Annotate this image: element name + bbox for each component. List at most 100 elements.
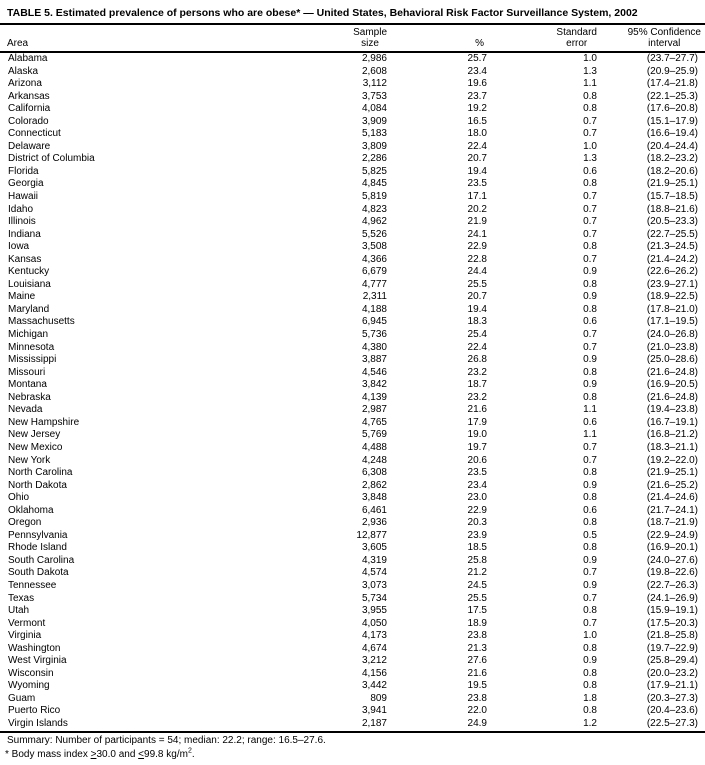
- cell-sample: 5,825: [361, 165, 387, 177]
- cell-pct: 18.3: [467, 316, 487, 328]
- table-row: Utah 3,955 17.5 0.8 (15.9–19.1): [0, 605, 705, 618]
- cell-ci: (21.9–25.1): [646, 178, 698, 190]
- cell-se: 1.0: [583, 53, 597, 64]
- cell-sample: 5,819: [361, 191, 387, 203]
- table-row: Illinois 4,962 21.9 0.7 (20.5–23.3): [0, 216, 705, 229]
- cell-ci: (22.6–26.2): [646, 266, 698, 278]
- cell-sample: 4,248: [361, 454, 387, 466]
- header-line: Sample: [353, 27, 387, 38]
- table-row: Iowa 3,508 22.9 0.8 (21.3–24.5): [0, 241, 705, 254]
- cell-pct: 23.4: [467, 479, 487, 491]
- cell-se: 0.6: [583, 504, 597, 516]
- cell-se: 1.1: [583, 404, 597, 416]
- cell-area: Oregon: [8, 517, 42, 529]
- cell-area: Rhode Island: [8, 542, 67, 554]
- cell-pct: 20.7: [467, 153, 487, 165]
- gte-symbol: >: [90, 749, 97, 761]
- table-row: Ohio 3,848 23.0 0.8 (21.4–24.6): [0, 492, 705, 505]
- cell-area: North Dakota: [8, 479, 67, 491]
- cell-pct: 18.9: [467, 617, 487, 629]
- cell-sample: 4,574: [361, 567, 387, 579]
- cell-pct: 20.6: [467, 454, 487, 466]
- summary-line: Summary: Number of participants = 54; me…: [7, 734, 326, 746]
- cell-se: 0.7: [583, 191, 597, 203]
- cell-se: 0.8: [583, 366, 597, 378]
- cell-se: 0.8: [583, 705, 597, 717]
- cell-se: 0.6: [583, 416, 597, 428]
- cell-pct: 19.7: [467, 441, 487, 453]
- cell-area: Iowa: [8, 241, 30, 253]
- table-row: North Dakota 2,862 23.4 0.9 (21.6–25.2): [0, 480, 705, 493]
- cell-ci: (18.2–23.2): [646, 153, 698, 165]
- cell-se: 0.8: [583, 303, 597, 315]
- table-row: Guam 809 23.8 1.8 (20.3–27.3): [0, 693, 705, 706]
- cell-area: Maine: [8, 291, 36, 303]
- table-row: Pennsylvania 12,877 23.9 0.5 (22.9–24.9): [0, 530, 705, 543]
- cell-se: 0.9: [583, 579, 597, 591]
- cell-sample: 3,941: [361, 705, 387, 717]
- cell-area: Colorado: [8, 115, 49, 127]
- cell-ci: (19.2–22.0): [646, 454, 698, 466]
- cell-ci: (20.0–23.2): [646, 667, 698, 679]
- cell-pct: 19.4: [467, 303, 487, 315]
- table-row: Puerto Rico 3,941 22.0 0.8 (20.4–23.6): [0, 705, 705, 718]
- cell-se: 0.9: [583, 479, 597, 491]
- cell-sample: 2,936: [361, 517, 387, 529]
- cell-area: Virginia: [8, 630, 42, 642]
- cell-sample: 3,809: [361, 140, 387, 152]
- cell-pct: 23.4: [467, 65, 487, 77]
- cell-se: 0.8: [583, 642, 597, 654]
- table-row: Kansas 4,366 22.8 0.7 (21.4–24.2): [0, 254, 705, 267]
- cell-pct: 22.8: [467, 253, 487, 265]
- cell-se: 0.7: [583, 617, 597, 629]
- cell-area: Utah: [8, 605, 30, 617]
- cell-ci: (20.9–25.9): [646, 65, 698, 77]
- table-row: Nevada 2,987 21.6 1.1 (19.4–23.8): [0, 404, 705, 417]
- cell-ci: (15.1–17.9): [646, 115, 698, 127]
- table-row: Louisiana 4,777 25.5 0.8 (23.9–27.1): [0, 279, 705, 292]
- cell-se: 0.9: [583, 291, 597, 303]
- cell-ci: (17.6–20.8): [646, 103, 698, 115]
- cell-sample: 3,753: [361, 90, 387, 102]
- cell-ci: (21.4–24.2): [646, 253, 698, 265]
- cell-area: Tennessee: [8, 579, 57, 591]
- col-header-confidence-interval: 95% Confidence interval: [600, 25, 705, 53]
- cell-se: 0.7: [583, 128, 597, 140]
- table-title: TABLE 5. Estimated prevalence of persons…: [0, 0, 705, 25]
- table-row: California 4,084 19.2 0.8 (17.6–20.8): [0, 103, 705, 116]
- col-header-standard-error: Standard error: [490, 25, 600, 53]
- cell-pct: 25.8: [467, 554, 487, 566]
- col-header-sample-size: Sample size: [295, 25, 390, 53]
- table-row: Florida 5,825 19.4 0.6 (18.2–20.6): [0, 166, 705, 179]
- cell-ci: (21.9–25.1): [646, 467, 698, 479]
- cell-pct: 23.9: [467, 529, 487, 541]
- cell-ci: (18.7–21.9): [646, 517, 698, 529]
- cell-se: 0.8: [583, 467, 597, 479]
- cell-area: Puerto Rico: [8, 705, 61, 717]
- cell-ci: (21.6–24.8): [646, 366, 698, 378]
- cell-sample: 4,674: [361, 642, 387, 654]
- cell-ci: (17.4–21.8): [646, 78, 698, 90]
- cell-sample: 6,945: [361, 316, 387, 328]
- cell-se: 0.8: [583, 278, 597, 290]
- table-row: Kentucky 6,679 24.4 0.9 (22.6–26.2): [0, 266, 705, 279]
- cell-sample: 3,212: [361, 655, 387, 667]
- cell-sample: 4,488: [361, 441, 387, 453]
- table-row: Tennessee 3,073 24.5 0.9 (22.7–26.3): [0, 580, 705, 593]
- cell-pct: 18.0: [467, 128, 487, 140]
- cell-sample: 5,736: [361, 329, 387, 341]
- cell-pct: 27.6: [467, 655, 487, 667]
- cell-sample: 3,887: [361, 354, 387, 366]
- table-row: Delaware 3,809 22.4 1.0 (20.4–24.4): [0, 141, 705, 154]
- cell-area: Hawaii: [8, 191, 39, 203]
- cell-pct: 25.7: [467, 53, 487, 64]
- table-row: Georgia 4,845 23.5 0.8 (21.9–25.1): [0, 178, 705, 191]
- header-row: Area Sample size % Standard error 95% Conf…: [0, 25, 705, 53]
- cell-sample: 4,777: [361, 278, 387, 290]
- cell-se: 1.1: [583, 429, 597, 441]
- cell-ci: (25.8–29.4): [646, 655, 698, 667]
- cell-sample: 3,073: [361, 579, 387, 591]
- cell-se: 0.9: [583, 266, 597, 278]
- cell-pct: 24.1: [467, 228, 487, 240]
- cell-se: 0.7: [583, 341, 597, 353]
